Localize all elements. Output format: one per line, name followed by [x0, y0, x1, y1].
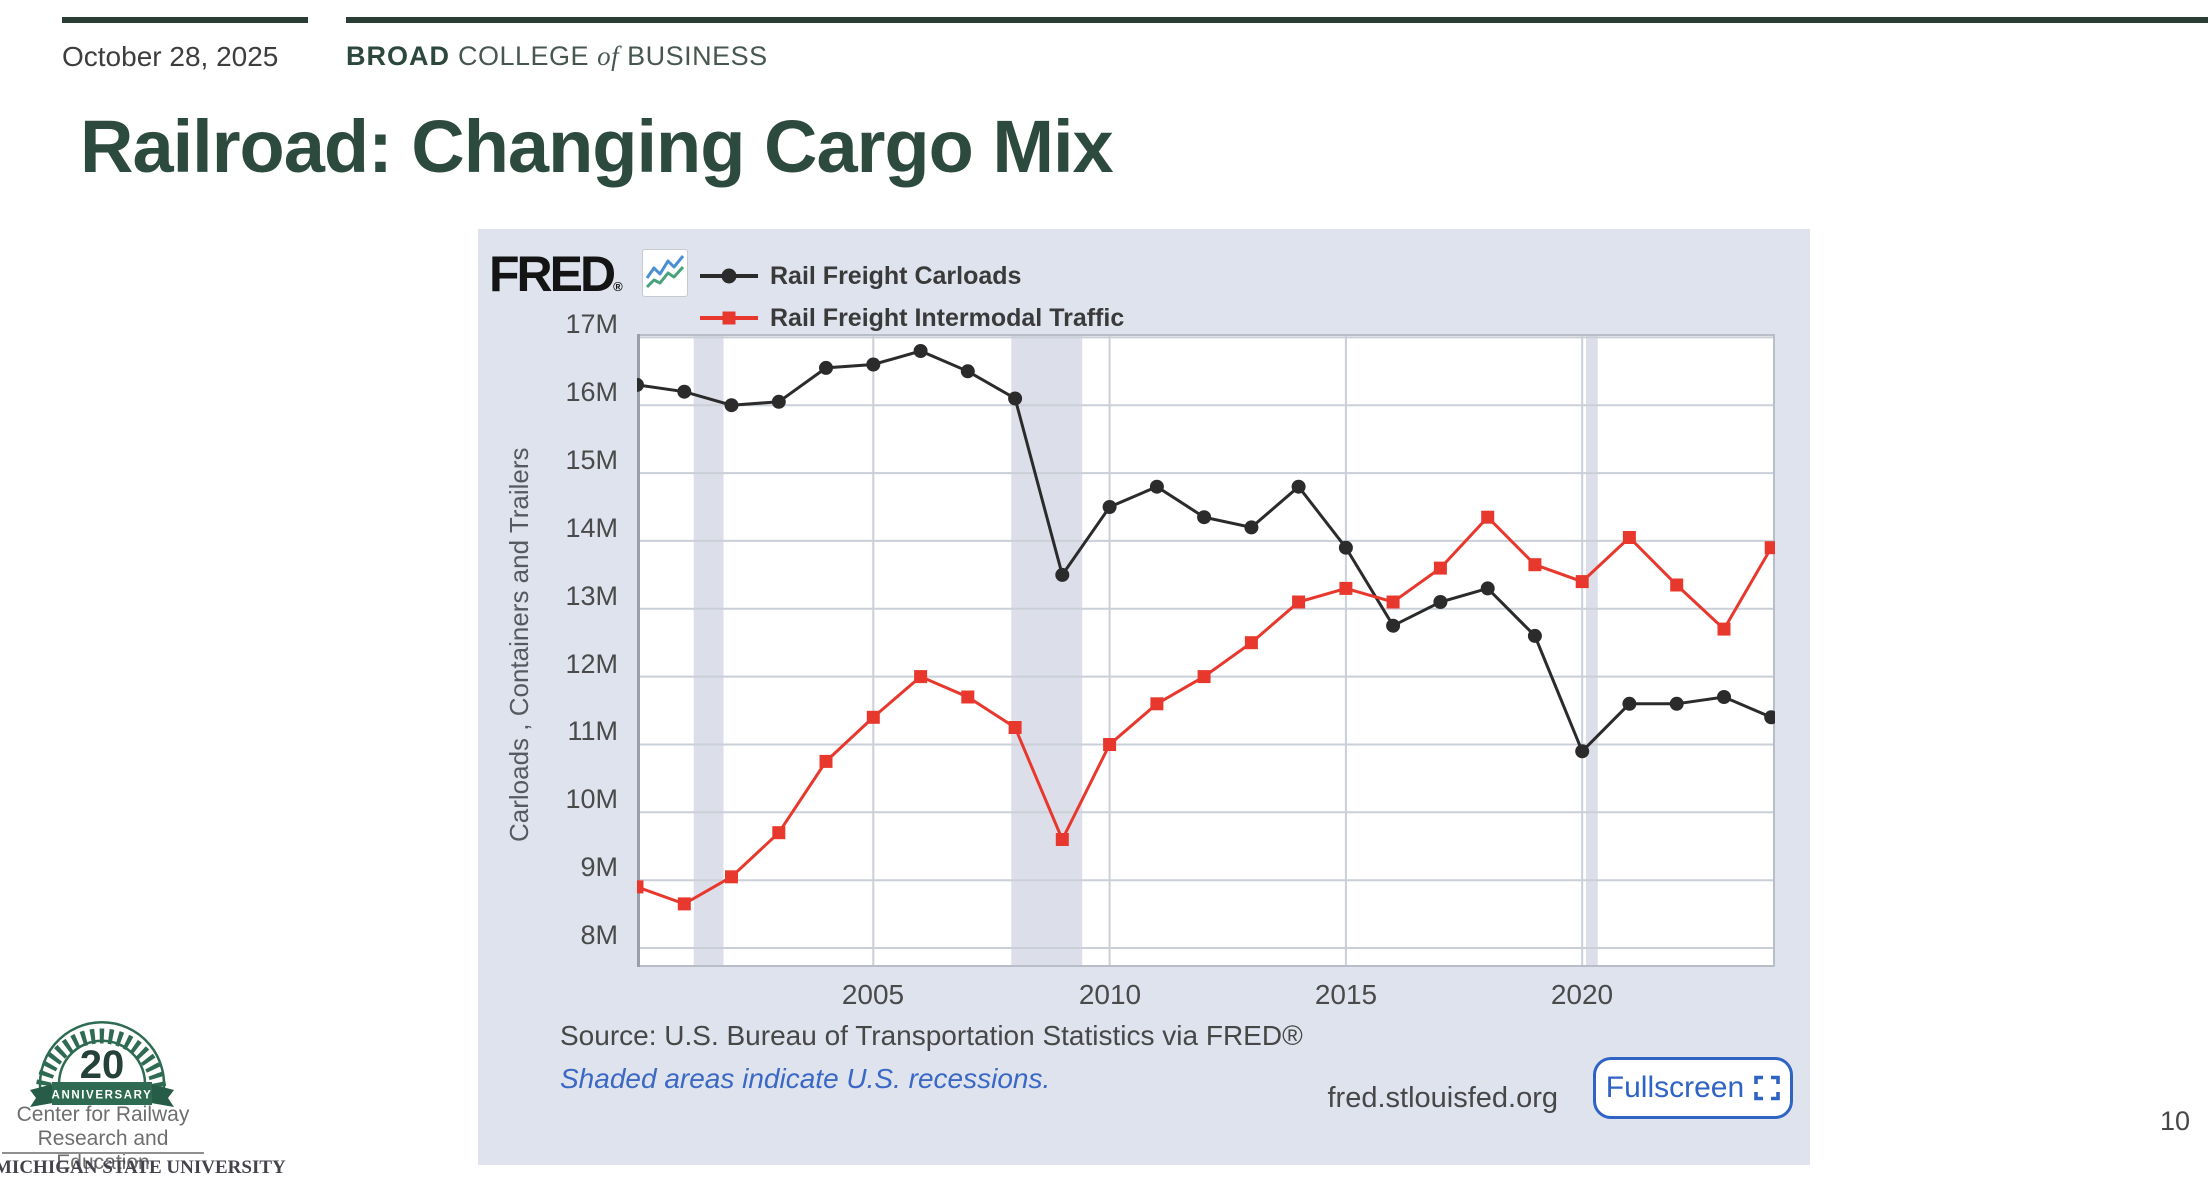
header-rule-right — [346, 17, 2208, 23]
page-title: Railroad: Changing Cargo Mix — [80, 105, 1114, 188]
header-rule-left — [62, 17, 308, 23]
org-divider-line — [2, 1152, 204, 1154]
y-tick-label: 13M — [565, 581, 618, 611]
crre-anniversary-logo: 20 ANNIVERSARY — [16, 1010, 188, 1112]
y-tick-label: 17M — [565, 309, 618, 339]
slide-date: October 28, 2025 — [62, 41, 279, 72]
chart-canvas — [637, 334, 1775, 967]
fred-site-url: fred.stlouisfed.org — [1327, 1082, 1558, 1114]
legend-swatch-intermodal — [700, 311, 758, 325]
registered-mark: ® — [613, 279, 623, 294]
fullscreen-button[interactable]: Fullscreen — [1593, 1057, 1793, 1119]
university-wordmark: MICHIGAN STATE UNIVERSITY — [0, 1157, 286, 1178]
anniversary-number-text: 20 — [80, 1043, 125, 1087]
org-name-line1: Center for Railway — [16, 1103, 190, 1126]
x-tick-label: 2005 — [841, 979, 905, 1010]
college-wordmark-college: COLLEGE — [458, 41, 590, 71]
y-tick-label: 14M — [565, 513, 618, 543]
fred-chart-card: FRED® Rail Freight Carloads Rail F — [478, 229, 1810, 1165]
y-tick-label: 12M — [565, 649, 618, 679]
anniversary-word-text: ANNIVERSARY — [52, 1090, 153, 1102]
college-wordmark: BROAD COLLEGE of BUSINESS — [346, 41, 768, 72]
source-attribution: Source: U.S. Bureau of Transportation St… — [560, 1020, 1303, 1051]
y-tick-label: 9M — [580, 852, 618, 882]
chart-legend: Rail Freight Carloads Rail Freight Inter… — [700, 255, 1124, 339]
fullscreen-icon — [1754, 1075, 1780, 1101]
legend-item-carloads: Rail Freight Carloads — [700, 255, 1124, 297]
fullscreen-button-label: Fullscreen — [1605, 1071, 1745, 1104]
y-tick-label: 15M — [565, 445, 618, 475]
ribbon-right-wing — [151, 1084, 174, 1107]
x-tick-label: 2015 — [1314, 979, 1378, 1010]
railway-arch-outer-rail — [38, 1021, 166, 1096]
railway-arch-ties — [35, 1028, 167, 1095]
ribbon-left-wing — [30, 1084, 53, 1107]
legend-swatch-carloads — [700, 268, 758, 284]
legend-label-intermodal: Rail Freight Intermodal Traffic — [770, 303, 1125, 332]
college-wordmark-of: of — [597, 41, 620, 71]
x-tick-label: 2020 — [1550, 979, 1614, 1010]
org-name-line2: Research and Education — [37, 1127, 169, 1174]
railway-arch-inner-rail — [57, 1039, 147, 1092]
college-wordmark-broad: BROAD — [346, 41, 450, 71]
page-number: 10 — [2159, 1106, 2190, 1136]
college-wordmark-business: BUSINESS — [627, 41, 768, 71]
y-tick-label: 11M — [567, 716, 618, 746]
plot-area — [637, 334, 1775, 967]
y-tick-label: 16M — [565, 377, 618, 407]
legend-item-intermodal: Rail Freight Intermodal Traffic — [700, 297, 1124, 339]
recession-note: Shaded areas indicate U.S. recessions. — [560, 1063, 1051, 1094]
ribbon-band — [52, 1082, 152, 1105]
fred-logo: FRED® — [489, 246, 623, 302]
y-tick-label: 10M — [565, 784, 618, 814]
y-tick-label: 8M — [580, 920, 618, 950]
fred-sparkline-icon — [642, 249, 688, 297]
x-tick-label: 2010 — [1078, 979, 1142, 1010]
legend-label-carloads: Rail Freight Carloads — [770, 261, 1022, 290]
